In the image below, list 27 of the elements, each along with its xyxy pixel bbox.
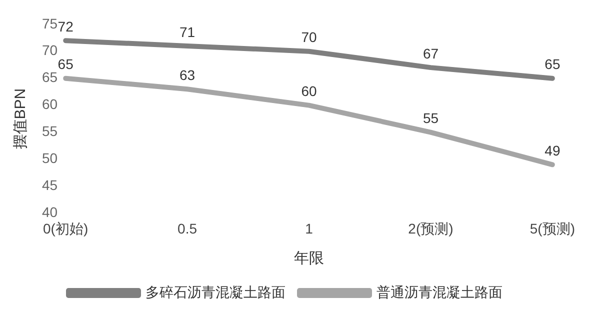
data-label: 60: [301, 83, 318, 100]
y-tick-label: 40: [42, 204, 58, 220]
legend-label: 普通沥青混凝土路面: [376, 284, 502, 300]
x-tick-label: 2(预测): [408, 220, 454, 236]
data-label: 67: [422, 45, 439, 62]
data-label: 65: [58, 56, 74, 72]
y-tick-label: 75: [42, 15, 58, 32]
y-tick-label: 70: [42, 42, 58, 58]
x-axis-title: 年限: [294, 250, 324, 268]
x-tick-label: 5(预测): [530, 220, 576, 236]
y-tick-label: 65: [42, 69, 58, 86]
data-label: 49: [544, 142, 560, 159]
data-label: 63: [180, 66, 196, 83]
legend-label: 多碎石沥青混凝土路面: [146, 284, 286, 300]
data-label: 55: [422, 110, 439, 126]
y-tick-label: 45: [42, 177, 58, 194]
data-label: 65: [544, 56, 560, 72]
y-tick-label: 50: [42, 150, 58, 166]
x-tick-label: 1: [305, 220, 314, 236]
x-tick-label: 0.5: [178, 220, 198, 236]
y-tick-label: 60: [42, 96, 58, 112]
data-label: 71: [180, 24, 196, 40]
x-tick-label: 0(初始): [43, 220, 88, 236]
y-axis-title: 摆值BPN: [12, 88, 30, 150]
y-tick-label: 55: [42, 123, 58, 140]
data-label: 72: [58, 18, 74, 34]
data-label: 70: [301, 29, 318, 46]
